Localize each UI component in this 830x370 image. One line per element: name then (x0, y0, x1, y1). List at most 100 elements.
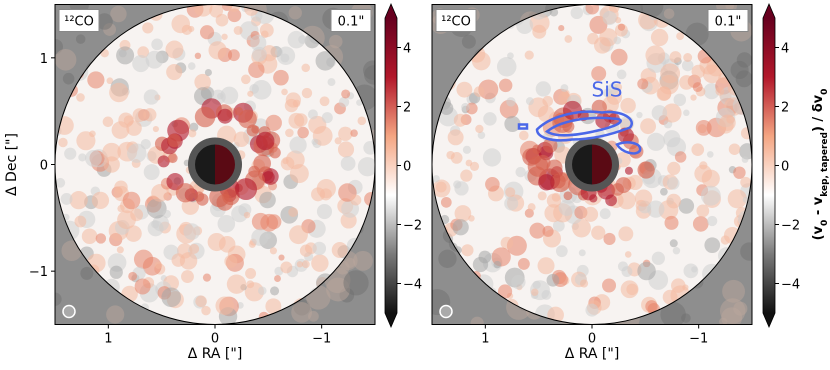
residual-blob (143, 164, 160, 181)
residual-blob (720, 235, 730, 245)
residual-blob (187, 62, 196, 70)
x-axis-label: Δ RA ["] (188, 346, 243, 362)
residual-blob (78, 153, 87, 162)
residual-blob (564, 35, 573, 43)
texture (75, 34, 86, 44)
residual-blob (544, 204, 563, 223)
residual-blob (64, 147, 77, 160)
residual-blob (555, 245, 568, 258)
contour (615, 141, 642, 155)
residual-blob (681, 59, 694, 72)
residual-blob (676, 32, 685, 41)
texture (80, 266, 94, 280)
residual-blob (146, 198, 167, 219)
residual-blob (132, 108, 147, 122)
x-axis-label: Δ RA ["] (565, 346, 620, 362)
residual-blob (477, 131, 486, 140)
residual-blob (560, 84, 569, 92)
colorbar-label: (v0 - vkep, tapered) / δv0 (811, 89, 830, 241)
colorbar-tick-label: −2 (403, 219, 422, 234)
residual-blob (610, 48, 628, 66)
residual-blob (662, 103, 682, 123)
inner-residual (215, 144, 235, 185)
residual-blob (616, 69, 627, 80)
residual-blob (518, 130, 529, 141)
residual-blob (497, 284, 513, 299)
residual-blob (297, 126, 309, 139)
residual-blob (338, 126, 353, 141)
residual-blob (274, 275, 281, 283)
residual-blob (599, 208, 611, 220)
residual-blob (460, 169, 473, 182)
residual-blob (181, 270, 194, 283)
residual-blob (166, 63, 183, 81)
residual-blob (537, 105, 555, 123)
colorbar (385, 18, 397, 313)
residual-blob (199, 25, 215, 40)
texture (62, 72, 75, 85)
residual-blob (102, 116, 114, 128)
residual-blob (81, 228, 98, 245)
residual-blob (640, 118, 656, 135)
residual-blob (340, 156, 356, 171)
residual-blob (634, 189, 653, 207)
residual-blob (69, 191, 88, 210)
residual-blob (103, 156, 120, 173)
residual-blob (226, 274, 247, 294)
residual-blob (542, 225, 554, 237)
ring-blob (167, 153, 178, 164)
residual-blob (454, 181, 469, 196)
colorbar-tick-label: 2 (403, 101, 411, 116)
residual-blob (162, 209, 171, 219)
residual-blob (621, 266, 633, 278)
residual-blob (617, 191, 636, 210)
residual-blob (542, 95, 554, 107)
residual-blob (265, 298, 282, 315)
residual-blob (617, 23, 626, 31)
residual-blob (265, 114, 282, 132)
residual-blob (692, 82, 703, 93)
contour (517, 123, 529, 130)
colorbar-frame (384, 2, 398, 329)
residual-blob (454, 205, 472, 222)
residual-blob (280, 156, 295, 171)
ring-blob (255, 131, 275, 151)
residual-blob (281, 88, 288, 96)
residual-blob (307, 109, 318, 120)
residual-blob (672, 247, 681, 255)
residual-blob (504, 196, 519, 211)
residual-blob (224, 254, 238, 268)
residual-blob (673, 93, 687, 107)
residual-blob (288, 207, 298, 218)
residual-blob (461, 244, 474, 257)
residual-blob (308, 115, 327, 134)
residual-blob (316, 203, 333, 220)
texture (740, 242, 752, 261)
residual-blob (111, 121, 130, 139)
contour (544, 116, 622, 137)
residual-blob (483, 112, 497, 126)
residual-blob (472, 256, 489, 273)
residual-blob (482, 148, 502, 167)
residual-blob (116, 46, 135, 65)
ring-blob (194, 106, 216, 128)
residual-blob (524, 50, 534, 60)
residual-blob (285, 128, 294, 138)
residual-blob (552, 219, 565, 232)
residual-blob (529, 222, 546, 239)
map-image (432, 4, 752, 325)
residual-blob (142, 22, 154, 34)
residual-blob (311, 138, 319, 146)
residual-blob (700, 185, 721, 206)
ring-blob (538, 174, 555, 191)
residual-blob (220, 86, 239, 105)
residual-blob (179, 252, 198, 270)
residual-blob (132, 54, 150, 73)
line-label: ¹²CO (64, 15, 94, 30)
residual-blob (183, 223, 201, 240)
colorbar-tick-label: 2 (781, 101, 789, 116)
residual-blob (674, 151, 687, 163)
colorbar-label-part: ) / δv (811, 94, 826, 132)
residual-blob (117, 210, 136, 230)
